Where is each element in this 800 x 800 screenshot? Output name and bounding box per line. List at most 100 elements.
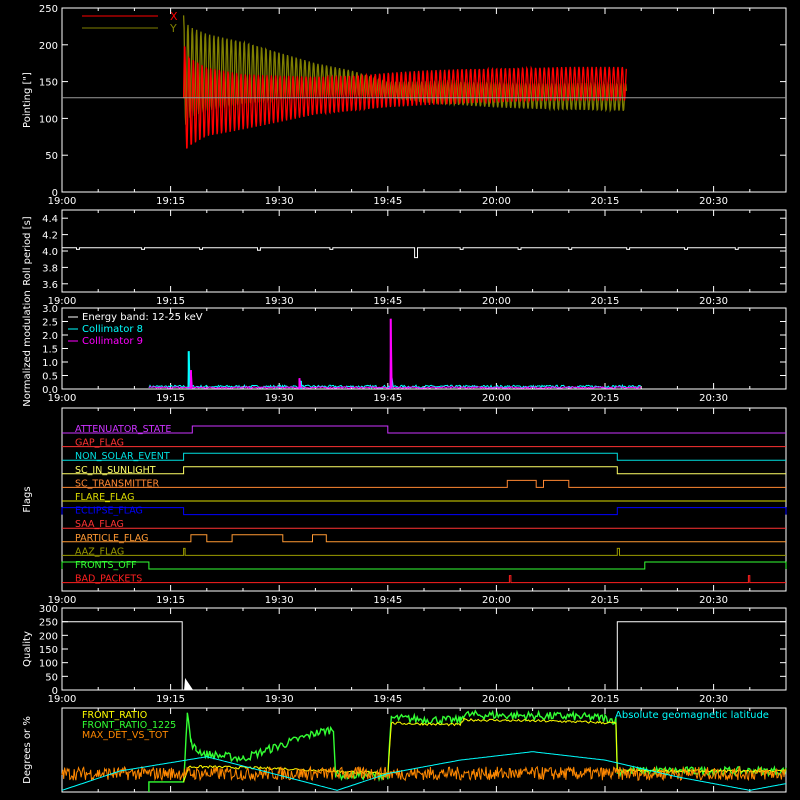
series-roll-period [62,247,786,259]
x-tick-label: 20:15 [591,595,620,606]
legend-label: FRONT_RATIO [82,710,147,721]
series-collimator-9 [148,318,642,390]
flag-line-sc-transmitter [62,479,786,488]
x-tick-label: 19:30 [265,595,294,606]
right-legend-label: Absolute geomagnetic latitude [615,710,769,721]
y-tick-label: 2.5 [42,318,58,329]
x-tick-label: 19:00 [48,694,77,705]
x-tick-label: 19:45 [373,595,402,606]
flag-label: NON_SOLAR_EVENT [75,451,170,462]
flag-line-eclipse-flag [61,507,787,516]
flag-label: ATTENUATOR_STATE [75,424,171,435]
flag-line-aaz-flag [62,547,786,556]
panel-flags: 19:00 19:15 19:30 19:45 20:00 20:15 20:30 Flags… [22,407,787,606]
x-tick-label: 20:15 [591,393,620,404]
x-tick-label: 20:15 [591,694,620,705]
flag-label: ECLIPSE_FLAG [75,506,143,517]
flag-label: SC_IN_SUNLIGHT [75,465,156,476]
y-axis-label: Normalized modulation [22,290,33,407]
y-tick-label: 4.4 [42,214,58,225]
x-tick-label: 19:15 [156,296,185,307]
flag-label: PARTICLE_FLAG [75,533,148,544]
series-quality [62,621,786,691]
y-tick-label: 1.5 [42,345,58,356]
legend-label: Y [169,22,177,35]
legend-label: MAX_DET_VS_TOT [82,730,168,741]
x-tick-label: 19:30 [265,196,294,207]
y-tick-label: 4.2 [42,231,58,242]
flag-line-bad-packets [62,575,786,584]
y-tick-label: 150 [39,645,58,656]
panel-modulation: 19:00 19:15 19:30 19:45 20:00 20:15 20:30 0.0 0.… [22,290,787,407]
series-x [182,46,627,149]
x-tick-label: 19:15 [156,595,185,606]
y-axis-label: Roll period [s] [22,216,33,285]
flag-line-particle-flag [62,534,786,543]
x-tick-label: 19:30 [265,296,294,307]
y-axis-label: Degrees or % [22,716,33,784]
x-tick-label: 19:45 [373,393,402,404]
x-tick-label: 20:00 [482,296,511,307]
x-tick-label: 20:30 [699,595,728,606]
x-tick-label: 20:30 [699,196,728,207]
y-tick-label: 300 [39,604,58,615]
x-tick-label: 20:30 [699,296,728,307]
panel-ratios: Degrees or % FRONT_RATIOFRONT_RATIO_1225M… [22,707,787,793]
x-tick-label: 19:15 [156,694,185,705]
y-axis-label: Quality [22,631,33,667]
legend-label: Collimator 9 [82,336,143,347]
x-tick-label: 19:00 [48,196,77,207]
y-tick-label: 0.0 [42,385,58,396]
x-tick-label: 20:00 [482,393,511,404]
panel-pointing: 19:00 19:15 19:30 19:45 20:00 20:15 20:30 0 50 10… [22,4,787,207]
y-tick-label: 3.8 [42,263,58,274]
flag-label: BAD_PACKETS [75,574,142,585]
x-tick-label: 19:45 [373,296,402,307]
x-tick-label: 20:30 [699,694,728,705]
y-tick-label: 1.0 [42,358,58,369]
y-tick-label: 4.0 [42,247,58,258]
x-tick-label: 20:15 [591,196,620,207]
flag-line-fronts-off [61,561,787,570]
y-tick-label: 250 [39,4,58,15]
y-tick-label: 250 [39,618,58,629]
panel-quality: 19:00 19:15 19:30 19:45 20:00 20:15 20:30 0 50 10… [22,604,787,705]
x-tick-label: 19:00 [48,296,77,307]
legend-label: X [170,10,178,23]
y-tick-label: 100 [39,659,58,670]
x-tick-label: 19:45 [373,694,402,705]
flag-line-non-solar-event [62,452,786,461]
flag-label: GAP_FLAG [75,438,124,449]
y-tick-label: 3.0 [42,304,58,315]
y-tick-label: 50 [45,672,58,683]
y-tick-label: 0 [52,188,58,199]
y-tick-label: 3.6 [42,280,58,291]
x-tick-label: 20:00 [482,196,511,207]
panel-roll: 19:00 19:15 19:30 19:45 20:00 20:15 20:30 3.6 3.… [22,209,787,307]
x-tick-label: 19:30 [265,694,294,705]
x-tick-label: 19:15 [156,393,185,404]
y-tick-label: 200 [39,631,58,642]
y-tick-label: 200 [39,41,58,52]
y-tick-label: 50 [45,151,58,162]
y-tick-label: 150 [39,78,58,89]
x-tick-label: 19:45 [373,196,402,207]
x-tick-label: 20:15 [591,296,620,307]
x-tick-label: 19:30 [265,393,294,404]
flag-line-attenuator-state [62,425,786,434]
flag-label: SC_TRANSMITTER [75,478,160,489]
flag-label: SAA_FLAG [75,519,124,530]
y-axis-label: Flags [22,486,33,512]
y-tick-label: 0 [52,686,58,697]
y-tick-label: 2.0 [42,331,58,342]
x-tick-label: 19:00 [48,393,77,404]
y-tick-label: 0.5 [42,372,58,383]
legend-title: Energy band: 12-25 keV [82,312,203,323]
flag-line-sc-in-sunlight [62,466,786,475]
flag-label: FLARE_FLAG [75,492,135,503]
x-tick-label: 20:30 [699,393,728,404]
series-max-det-vs-tot [61,765,787,782]
plot-panels: 19:00 19:15 19:30 19:45 20:00 20:15 20:30 0 50 10… [22,4,787,793]
legend-label: Collimator 8 [82,324,143,335]
